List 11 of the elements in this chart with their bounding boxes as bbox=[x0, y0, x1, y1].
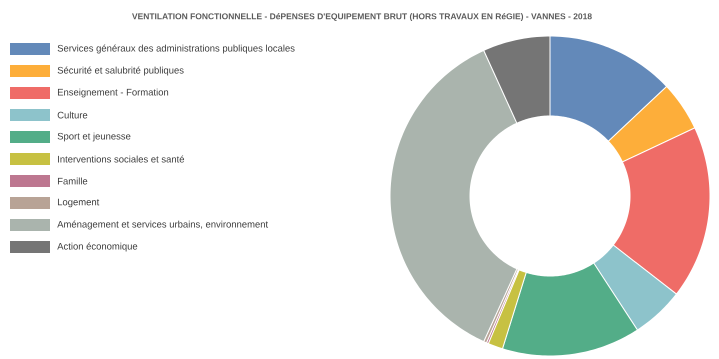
legend-label: Culture bbox=[58, 112, 88, 118]
legend-label: Sécurité et salubrité publiques bbox=[58, 66, 184, 76]
legend-label: Enseignement - Formation bbox=[58, 88, 168, 98]
chart-title: VENTILATION FONCTIONNELLE - DéPENSES D'EQUIPEMENT BRUT (HORS TRAVAUX EN RéGIE) - VANNES - 2018 bbox=[132, 13, 592, 21]
legend-label: Services généraux des administrations publiques locales bbox=[58, 44, 295, 54]
legend-label: Sport et jeunesse bbox=[58, 132, 130, 142]
legend-label: Aménagement et services urbains, environnement bbox=[57, 220, 268, 230]
legend-label: Action économique bbox=[57, 242, 138, 252]
legend-label: Interventions sociales et santé bbox=[58, 155, 184, 163]
legend-label: Famille bbox=[58, 178, 88, 184]
legend-label: Logement bbox=[58, 198, 100, 208]
